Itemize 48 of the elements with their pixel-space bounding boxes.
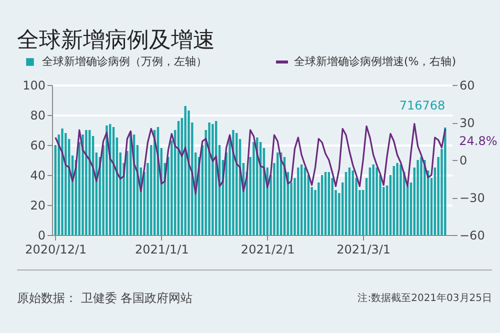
bar [400,164,402,235]
annotation: 716768 [399,98,446,112]
bar [348,168,351,235]
line-series [54,122,446,195]
bar [372,164,374,235]
y-tick-label: 0 [38,228,46,242]
text: 原始数据： 卫健委 各国政府网站 [17,291,193,305]
y2-tick-label: −30 [460,191,485,205]
x-tick-label: 2021/1/1 [134,242,189,256]
x-tick-label: 2021/2/1 [240,242,295,256]
bar [328,172,330,235]
bar [396,163,398,235]
y-tick-label: 100 [22,78,46,92]
y2-tick-label: 0 [460,154,468,168]
bar [444,127,446,235]
y-tick-label: 40 [30,168,46,182]
bar [300,164,303,235]
y2-tick-label: 60 [460,78,475,92]
bar [352,170,354,235]
bar [208,122,210,235]
bar [376,168,378,235]
y-tick-label: 20 [30,198,46,212]
bar [304,168,306,235]
bar [320,175,324,235]
y-tick-label: 60 [30,138,46,152]
legend-label: 全球新增确诊病例（万例，左轴） [42,55,207,68]
bar [106,126,108,235]
x-tick-label: 2021/3/1 [336,242,391,256]
text: 注:数据截至2021年03月25日 [358,292,492,304]
bar [297,168,300,235]
legend-label: 全球新增确诊病例增速(%，右轴) [294,55,456,68]
bar [85,130,88,235]
bar [420,157,422,235]
bar [368,168,372,235]
data-label: 24.8% [459,134,498,148]
y2-tick-label: −60 [460,228,485,242]
y-tick-label: 80 [30,108,46,122]
y2-tick-label: 30 [460,116,475,130]
x-tick-label: 2020/12/1 [25,242,87,256]
bar [232,130,234,235]
bar [184,106,186,235]
bar [276,152,279,235]
bar [416,160,419,235]
bar [212,124,214,235]
bar [392,166,395,235]
bar [324,172,327,235]
bar [61,128,64,235]
chart-title: 全球新增病例及增速 [17,28,215,53]
